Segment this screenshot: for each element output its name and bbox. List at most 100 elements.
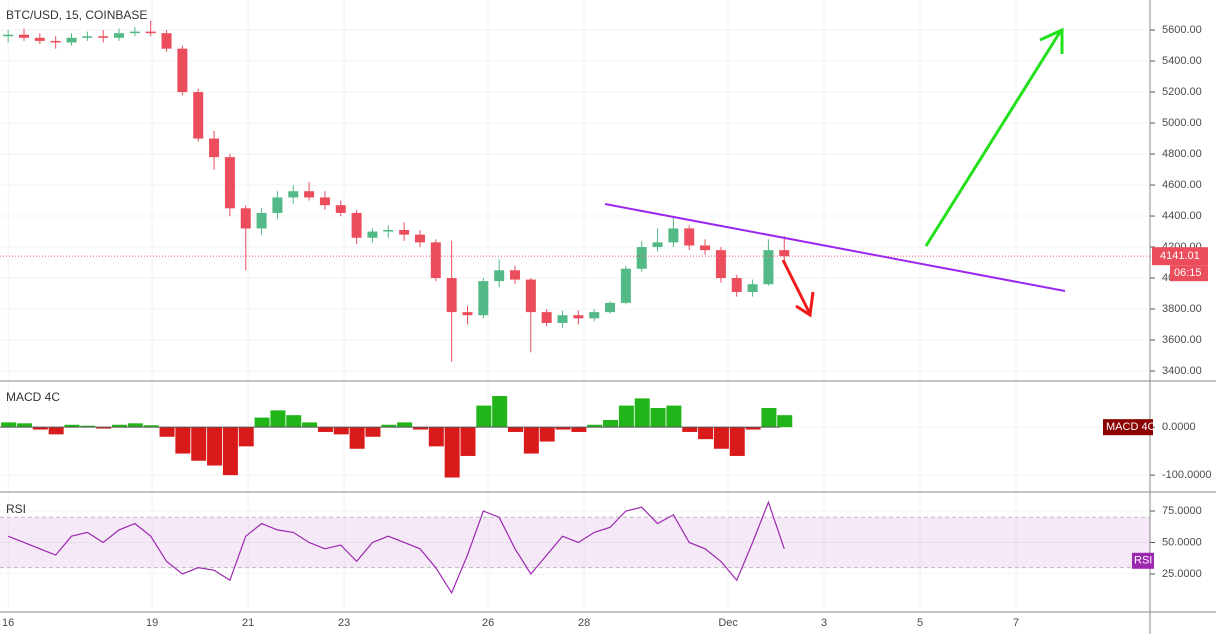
histogram-bar xyxy=(238,427,254,447)
candle-body xyxy=(66,37,77,43)
histogram-bar xyxy=(302,422,318,428)
histogram-bar xyxy=(777,415,793,428)
candle-body xyxy=(462,312,473,316)
histogram-bar xyxy=(539,427,555,442)
y-tick-label: 3600.00 xyxy=(1162,334,1202,346)
candle-body xyxy=(636,247,647,269)
last-price-box xyxy=(1152,247,1208,266)
histogram-bar xyxy=(492,395,508,428)
x-tick-label: 5 xyxy=(917,617,923,629)
histogram-bar xyxy=(698,427,714,440)
candle-body xyxy=(494,270,505,282)
candle-body xyxy=(605,302,616,313)
histogram-bar xyxy=(333,427,349,435)
candle-body xyxy=(414,234,425,243)
candle-body xyxy=(193,92,204,139)
histogram-bar xyxy=(476,405,492,428)
indicator-tag xyxy=(1132,552,1154,569)
rsi-band xyxy=(0,517,1150,568)
y-tick-label: 25.0000 xyxy=(1162,568,1202,580)
candle-body xyxy=(747,284,758,292)
x-tick-label: 7 xyxy=(1013,617,1019,629)
candle-body xyxy=(209,138,220,158)
y-tick-label: 5200.00 xyxy=(1162,86,1202,98)
y-tick-label: 75.0000 xyxy=(1162,505,1202,517)
x-tick-label: 19 xyxy=(146,617,158,629)
red-arrowhead xyxy=(795,291,815,318)
histogram-bar xyxy=(16,423,32,428)
candle-body xyxy=(351,212,362,238)
histogram-bar xyxy=(587,424,603,428)
candle-body xyxy=(620,268,631,303)
candle-body xyxy=(446,278,457,313)
candle-body xyxy=(304,191,315,198)
candle-body xyxy=(573,315,584,319)
candle-body xyxy=(541,312,552,323)
histogram-bar xyxy=(80,425,96,428)
x-tick-label: 3 xyxy=(821,617,827,629)
indicator-tag-label: RSI xyxy=(1134,555,1152,567)
candle-body xyxy=(525,279,536,313)
histogram-bar xyxy=(555,427,571,430)
red-arrow xyxy=(781,259,812,315)
histogram-bar xyxy=(365,427,381,437)
candle-body xyxy=(224,157,235,209)
candle-body xyxy=(731,278,742,292)
green-arrow xyxy=(924,31,1062,247)
x-tick-label: 16 xyxy=(2,617,14,629)
histogram-bar xyxy=(286,415,302,428)
candle-body xyxy=(240,208,251,229)
y-tick-label: 3800.00 xyxy=(1162,303,1202,315)
histogram-bar xyxy=(64,424,80,428)
candle-body xyxy=(668,228,679,243)
histogram-bar xyxy=(222,427,238,476)
histogram-bar xyxy=(412,427,428,430)
candle-body xyxy=(256,212,267,229)
histogram-bar xyxy=(112,424,128,428)
histogram-bar xyxy=(1,422,17,428)
histogram-bar xyxy=(381,424,397,428)
histogram-bar xyxy=(159,427,175,437)
candle-body xyxy=(129,31,140,34)
histogram-bar xyxy=(270,410,286,428)
y-tick-label: 3400.00 xyxy=(1162,365,1202,377)
histogram-bar xyxy=(650,407,666,428)
candle-body xyxy=(557,315,568,323)
x-tick-label: 21 xyxy=(242,617,254,629)
histogram-bar xyxy=(349,427,365,449)
x-tick-label: 26 xyxy=(482,617,494,629)
candle-body xyxy=(478,281,489,316)
histogram-bar xyxy=(460,427,476,456)
histogram-bar xyxy=(571,427,587,432)
y-tick-label: 4800.00 xyxy=(1162,148,1202,160)
candle-body xyxy=(763,250,774,285)
pane-title: MACD 4C xyxy=(6,390,60,404)
candle-body xyxy=(684,228,695,246)
candle-body xyxy=(700,245,711,251)
y-tick-label: 5000.00 xyxy=(1162,117,1202,129)
histogram-bar xyxy=(191,427,207,461)
histogram-bar xyxy=(666,405,682,428)
candle-body xyxy=(3,34,14,37)
candle-body xyxy=(335,205,346,213)
candle-body xyxy=(319,197,330,206)
histogram-bar xyxy=(317,427,333,432)
histogram-bar xyxy=(48,427,64,435)
histogram-bar xyxy=(508,427,524,432)
candle-body xyxy=(779,250,790,257)
histogram-bar xyxy=(761,407,777,428)
candle-body xyxy=(430,242,441,279)
candle-body xyxy=(715,250,726,279)
histogram-bar xyxy=(397,422,413,428)
x-tick-label: 28 xyxy=(578,617,590,629)
pane-title: RSI xyxy=(6,502,26,516)
candle-body xyxy=(161,33,172,49)
candle-body xyxy=(399,229,410,235)
y-tick-label: 0.0000 xyxy=(1162,421,1196,433)
candle-body xyxy=(177,48,188,93)
histogram-bar xyxy=(428,427,444,447)
candle-body xyxy=(82,36,93,38)
green-arrowhead xyxy=(1039,27,1064,54)
x-tick-label: 23 xyxy=(338,617,350,629)
